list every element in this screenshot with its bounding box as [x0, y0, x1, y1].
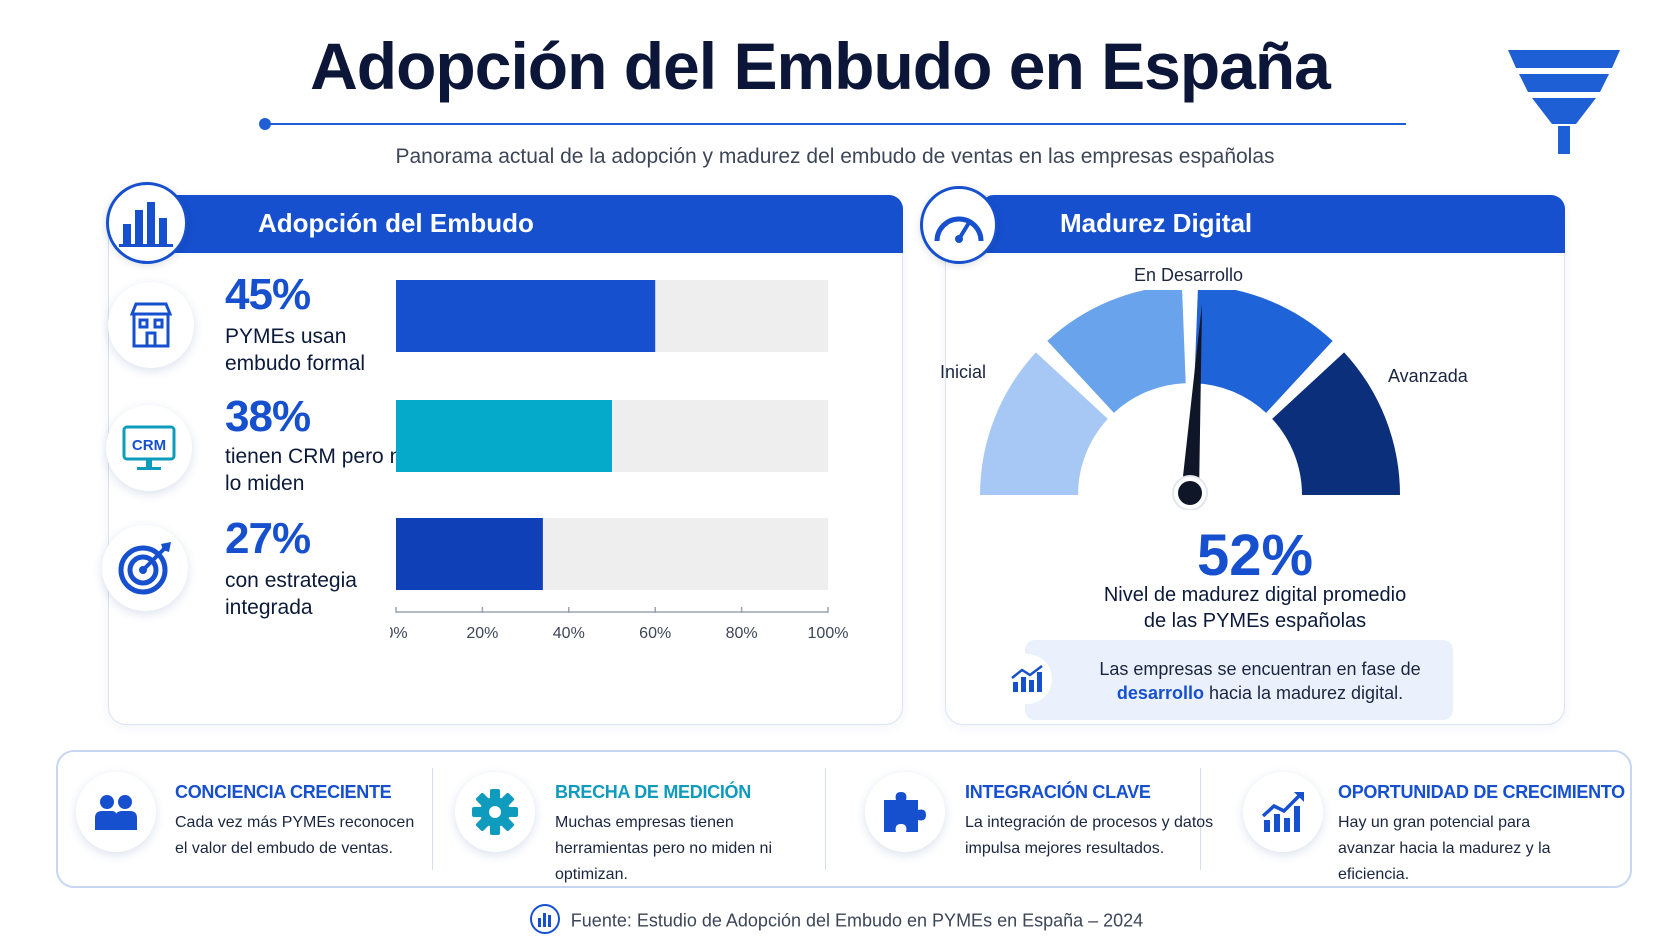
note-text-end: hacia la madurez digital. — [1208, 683, 1404, 703]
maturity-note-text: Las empresas se encuentran en fase de de… — [1090, 657, 1430, 705]
growth-chart-icon — [1243, 772, 1323, 852]
maturity-percentage: 52% — [1196, 523, 1314, 588]
gauge-needle — [1181, 303, 1203, 496]
gauge-segment — [1194, 290, 1333, 413]
source-footer: Fuente: Estudio de Adopción del Embudo e… — [0, 903, 1672, 940]
bar — [396, 518, 543, 590]
gauge-label-inicial: Inicial — [940, 362, 987, 382]
insight-divider — [1200, 768, 1201, 870]
gauge-segment — [1272, 352, 1400, 495]
building-icon — [108, 282, 194, 368]
adoption-card-title: Adopción del Embudo — [258, 208, 534, 238]
maturity-card-title: Madurez Digital — [1060, 208, 1253, 238]
gauge-segment — [1047, 290, 1186, 413]
insight-text: Cada vez más PYMEs reconocen el valor de… — [175, 814, 415, 857]
stat-label: tienen CRM pero no lo miden — [225, 445, 413, 495]
x-tick-label: 40% — [553, 625, 585, 642]
insight-text: Muchas empresas tienen herramientas pero… — [555, 814, 773, 883]
gauge-label-desarrollo: En Desarrollo — [1134, 265, 1244, 285]
stat-percentage: 38% — [225, 392, 311, 441]
insights-panel — [56, 750, 1632, 888]
bar — [396, 280, 656, 352]
x-tick-label: 60% — [639, 625, 671, 642]
x-tick-label: 20% — [466, 625, 498, 642]
source-text: Fuente: Estudio de Adopción del Embudo e… — [570, 910, 1144, 931]
bar — [396, 400, 612, 472]
insight-title: INTEGRACIÓN CLAVE — [965, 782, 1151, 802]
maturity-gauge — [980, 290, 1400, 510]
speedometer-icon — [920, 186, 998, 264]
x-tick-label: 0% — [390, 625, 408, 642]
page-subtitle: Panorama actual de la adopción y madurez… — [395, 145, 1275, 168]
maturity-description-line2: de las PYMEs españolas — [1143, 610, 1367, 632]
maturity-description: Nivel de madurez digital promedio de las… — [945, 582, 1565, 634]
funnel-icon — [1508, 50, 1620, 154]
stat-label: con estrategia integrada — [225, 569, 357, 619]
insight-text: La integración de procesos y datos impul… — [965, 814, 1214, 857]
note-text-highlight: desarrollo — [1116, 683, 1204, 703]
insight-title: CONCIENCIA CRECIENTE — [175, 782, 392, 802]
adoption-card-header: Adopción del Embudo — [138, 195, 903, 253]
insight-text: Hay un gran potencial para avanzar hacia… — [1338, 814, 1551, 883]
gear-icon — [455, 772, 535, 852]
stat-label: PYMEs usan embudo formal — [225, 325, 366, 375]
maturity-note — [1025, 640, 1453, 720]
trend-chart-icon — [1002, 654, 1052, 704]
x-tick-label: 100% — [808, 625, 849, 642]
insight-divider — [432, 768, 433, 870]
insight-title: BRECHA DE MEDICIÓN — [555, 782, 751, 802]
note-text-start: Las empresas se encuentran en fase de — [1099, 659, 1421, 679]
crm-monitor-icon: CRM — [106, 405, 192, 491]
insight-divider — [825, 768, 826, 870]
maturity-card-header: Madurez Digital — [980, 195, 1565, 253]
stat-percentage: 45% — [225, 270, 311, 319]
bar-chart-icon — [106, 182, 188, 264]
source-chart-icon — [529, 903, 561, 940]
gauge-label-avanzada: Avanzada — [1388, 366, 1468, 386]
users-icon — [76, 772, 156, 852]
stat-percentage: 27% — [225, 514, 311, 563]
puzzle-icon — [865, 772, 945, 852]
page-title: Adopción del Embudo en España — [310, 29, 1331, 103]
gauge-segment — [980, 352, 1108, 495]
insight-title: OPORTUNIDAD DE CRECIMIENTO — [1338, 782, 1625, 802]
svg-text:CRM: CRM — [132, 437, 166, 454]
target-icon — [102, 525, 188, 611]
maturity-description-line1: Nivel de madurez digital promedio — [1103, 584, 1407, 606]
x-tick-label: 80% — [726, 625, 758, 642]
gauge-hub — [1178, 481, 1202, 505]
adoption-bar-chart: 0% 20% 40% 60% 80% 100% — [390, 280, 849, 642]
title-rule — [264, 123, 1406, 125]
